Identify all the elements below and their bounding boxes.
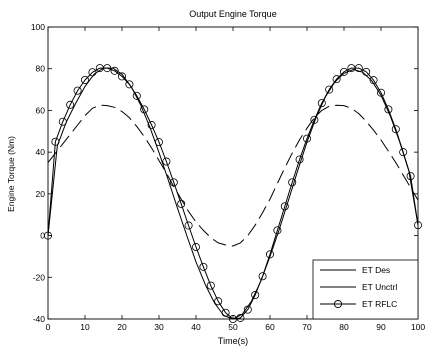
x-tick-label: 80 <box>339 322 349 332</box>
data-point-et-rflc <box>295 155 304 164</box>
x-tick-label: 60 <box>265 322 275 332</box>
x-tick-label: 50 <box>228 322 238 332</box>
data-point-et-rflc <box>154 138 163 147</box>
data-point-et-rflc <box>191 243 200 252</box>
axis-ticks: 0 10 20 30 40 50 60 70 80 90 100 -40 -20 0 20 40 60 80 100 <box>31 22 426 332</box>
legend-marker-et-rflc <box>333 299 343 309</box>
data-point-et-rflc <box>236 313 245 322</box>
data-point-et-rflc <box>110 66 119 75</box>
data-point-et-rflc <box>258 272 267 281</box>
data-point-et-rflc <box>302 134 311 143</box>
data-point-et-rflc <box>140 105 149 114</box>
data-point-et-rflc <box>317 99 326 108</box>
data-point-et-rflc <box>399 148 408 157</box>
data-point-et-rflc <box>280 202 289 211</box>
y-axis-label: Engine Torque (Nm) <box>6 136 16 212</box>
y-tick-label: 40 <box>36 147 46 157</box>
data-point-et-rflc <box>384 105 393 114</box>
data-point-et-rflc <box>214 297 223 306</box>
data-point-et-rflc <box>310 115 319 124</box>
y-tick-label: 80 <box>36 64 46 74</box>
data-point-et-rflc <box>391 125 400 134</box>
data-point-et-rflc <box>288 178 297 187</box>
y-tick-label: 100 <box>31 22 45 32</box>
data-point-et-rflc <box>169 178 178 187</box>
data-point-et-rflc <box>354 64 363 73</box>
x-tick-label: 40 <box>191 322 201 332</box>
data-point-et-rflc <box>362 67 371 76</box>
data-point-et-rflc <box>147 121 156 130</box>
x-tick-label: 20 <box>117 322 127 332</box>
data-point-et-rflc <box>58 117 67 126</box>
legend: ET Des ET Unctrl ET RFLC <box>312 259 419 320</box>
data-point-et-rflc <box>103 64 112 73</box>
data-point-et-rflc <box>406 172 415 181</box>
data-point-et-rflc <box>162 157 171 166</box>
legend-label-et-des: ET Des <box>362 265 390 275</box>
y-tick-label: 60 <box>36 105 46 115</box>
x-axis-label: Time(s) <box>218 336 248 346</box>
x-tick-label: 10 <box>80 322 90 332</box>
x-tick-label: 30 <box>154 322 164 332</box>
legend-label-et-rflc: ET RFLC <box>362 299 397 309</box>
data-point-et-rflc <box>51 137 60 146</box>
y-tick-label: -20 <box>33 272 46 282</box>
data-point-et-rflc <box>73 86 82 95</box>
x-tick-label: 0 <box>46 322 51 332</box>
data-point-et-rflc <box>177 199 186 208</box>
data-point-et-rflc <box>332 75 341 84</box>
data-point-et-rflc <box>118 72 127 81</box>
series-line-et-unctrl <box>47 104 419 247</box>
data-point-et-rflc <box>221 308 230 317</box>
data-point-et-rflc <box>81 75 90 84</box>
y-tick-label: 20 <box>36 189 46 199</box>
data-point-et-rflc <box>88 68 97 77</box>
data-point-et-rflc <box>125 80 134 89</box>
data-point-et-rflc <box>184 221 193 230</box>
data-point-et-rflc <box>199 262 208 271</box>
chart-title: Output Engine Torque <box>189 9 276 19</box>
data-point-et-rflc <box>339 67 348 76</box>
x-tick-label: 90 <box>376 322 386 332</box>
data-point-et-rflc <box>66 100 75 109</box>
x-tick-label: 70 <box>302 322 312 332</box>
data-point-et-rflc <box>206 281 215 290</box>
y-tick-label: -40 <box>33 314 46 324</box>
data-point-et-rflc <box>376 88 385 97</box>
y-tick-label: 0 <box>40 231 45 241</box>
data-point-et-rflc <box>273 226 282 235</box>
data-point-et-rflc <box>243 305 252 314</box>
data-point-et-rflc <box>369 76 378 85</box>
x-tick-label: 100 <box>411 322 425 332</box>
legend-label-et-unctrl: ET Unctrl <box>362 282 397 292</box>
data-point-et-rflc <box>132 91 141 100</box>
data-point-et-rflc <box>265 250 274 259</box>
data-point-et-rflc <box>325 85 334 94</box>
data-point-et-rflc <box>251 291 260 300</box>
